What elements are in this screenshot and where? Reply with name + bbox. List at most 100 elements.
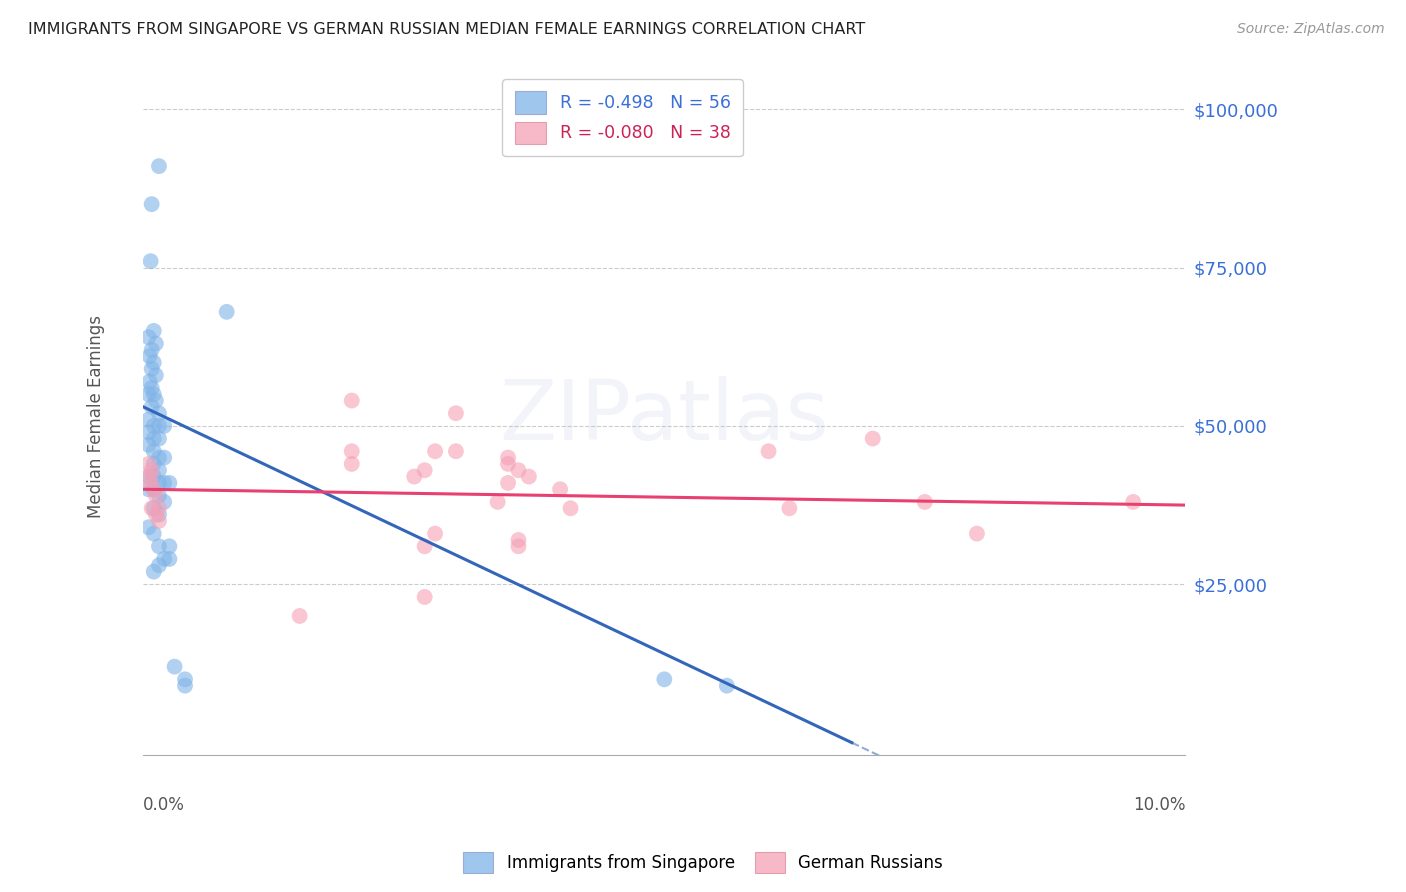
Point <box>148 475 170 490</box>
Point <box>548 482 571 496</box>
Point <box>145 336 167 351</box>
Text: 10.0%: 10.0% <box>1133 796 1185 814</box>
Point <box>138 330 160 344</box>
Point <box>148 501 170 516</box>
Text: Median Female Earnings: Median Female Earnings <box>87 315 105 518</box>
Point <box>413 463 436 477</box>
Point <box>340 393 363 408</box>
Point <box>423 444 446 458</box>
Text: 0.0%: 0.0% <box>143 796 186 814</box>
Point <box>148 450 170 465</box>
Point <box>142 482 165 496</box>
Legend: Immigrants from Singapore, German Russians: Immigrants from Singapore, German Russia… <box>457 846 949 880</box>
Point <box>148 418 170 433</box>
Point <box>148 432 170 446</box>
Point <box>153 450 176 465</box>
Text: ZIPatlas: ZIPatlas <box>499 376 830 457</box>
Point <box>138 457 160 471</box>
Point <box>148 558 170 573</box>
Point <box>288 609 311 624</box>
Point <box>157 552 180 566</box>
Point <box>560 501 582 516</box>
Point <box>142 565 165 579</box>
Point <box>508 533 530 547</box>
Point <box>138 469 160 483</box>
Point <box>153 552 176 566</box>
Text: Source: ZipAtlas.com: Source: ZipAtlas.com <box>1237 22 1385 37</box>
Point <box>145 368 167 383</box>
Point <box>652 673 675 687</box>
Point <box>914 495 936 509</box>
Point <box>148 406 170 420</box>
Point <box>862 432 884 446</box>
Point <box>142 432 165 446</box>
Point <box>413 590 436 604</box>
Point <box>141 463 163 477</box>
Point <box>141 400 163 414</box>
Point <box>153 475 176 490</box>
Point <box>496 457 519 471</box>
Point <box>139 475 162 490</box>
Point <box>141 501 163 516</box>
Point <box>148 539 170 553</box>
Point <box>340 457 363 471</box>
Point <box>517 469 540 483</box>
Point <box>145 489 167 503</box>
Point <box>138 520 160 534</box>
Point <box>444 406 467 420</box>
Point <box>148 489 170 503</box>
Point <box>148 463 170 477</box>
Point <box>141 362 163 376</box>
Point <box>142 457 165 471</box>
Point <box>142 501 165 516</box>
Point <box>174 673 197 687</box>
Point <box>145 393 167 408</box>
Point <box>157 475 180 490</box>
Point <box>423 526 446 541</box>
Point <box>141 343 163 357</box>
Point <box>508 463 530 477</box>
Point <box>142 482 165 496</box>
Point <box>413 539 436 553</box>
Point <box>215 305 238 319</box>
Point <box>444 444 467 458</box>
Point <box>163 659 186 673</box>
Point <box>142 526 165 541</box>
Point <box>138 349 160 363</box>
Point <box>148 159 170 173</box>
Point <box>758 444 780 458</box>
Point <box>139 254 162 268</box>
Point <box>340 444 363 458</box>
Point <box>153 495 176 509</box>
Point <box>141 197 163 211</box>
Point <box>142 469 165 483</box>
Point <box>778 501 800 516</box>
Point <box>142 355 165 369</box>
Point <box>142 418 165 433</box>
Point <box>716 679 738 693</box>
Point <box>142 324 165 338</box>
Point <box>138 412 160 426</box>
Point <box>496 450 519 465</box>
Point <box>508 539 530 553</box>
Point <box>142 387 165 401</box>
Point <box>496 475 519 490</box>
Point <box>138 482 160 496</box>
Point <box>157 539 180 553</box>
Point <box>148 508 170 522</box>
Point <box>145 508 167 522</box>
Point <box>138 387 160 401</box>
Point <box>174 679 197 693</box>
Point <box>966 526 988 541</box>
Point <box>138 375 160 389</box>
Point <box>138 469 160 483</box>
Point <box>153 418 176 433</box>
Text: IMMIGRANTS FROM SINGAPORE VS GERMAN RUSSIAN MEDIAN FEMALE EARNINGS CORRELATION C: IMMIGRANTS FROM SINGAPORE VS GERMAN RUSS… <box>28 22 865 37</box>
Point <box>1122 495 1144 509</box>
Point <box>148 514 170 528</box>
Point <box>404 469 426 483</box>
Point <box>486 495 509 509</box>
Point <box>138 425 160 440</box>
Point <box>142 444 165 458</box>
Legend: R = -0.498   N = 56, R = -0.080   N = 38: R = -0.498 N = 56, R = -0.080 N = 38 <box>502 79 742 156</box>
